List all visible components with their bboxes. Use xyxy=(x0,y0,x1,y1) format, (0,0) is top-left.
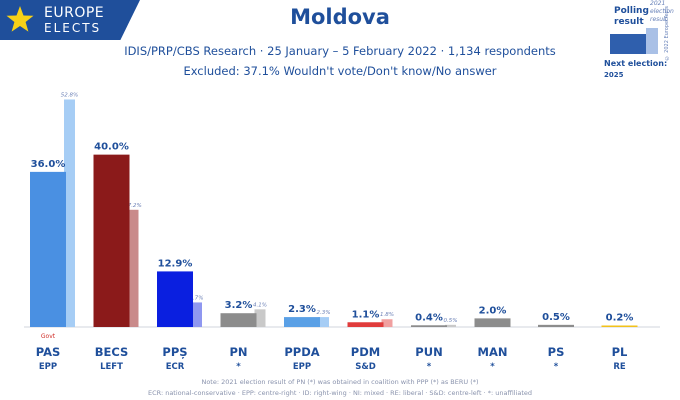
category-label-pl: PL xyxy=(612,345,628,359)
group-label-ppda: EPP xyxy=(293,362,311,372)
group-label-pp: ECR xyxy=(166,362,185,372)
bar-pl xyxy=(601,325,638,327)
bar-pas xyxy=(30,171,66,327)
bar-pdm xyxy=(347,322,384,327)
legend-next-election-year: 2025 xyxy=(604,71,624,79)
prev-label-pdm: 1.8% xyxy=(380,312,394,318)
group-label-becs: LEFT xyxy=(100,362,123,372)
legend-polling-label: Polling result xyxy=(614,6,649,27)
value-label-becs: 40.0% xyxy=(94,142,129,153)
prev-label-becs: 27.2% xyxy=(124,203,141,209)
chart-excluded-note: Excluded: 37.1% Wouldn't vote/Don't know… xyxy=(183,64,497,78)
value-label-man: 2.0% xyxy=(479,305,507,316)
category-label-pas: PAS xyxy=(36,345,61,359)
footnote-groups: ECR: national-conservative · EPP: centre… xyxy=(147,389,532,397)
bar-pun xyxy=(411,325,447,327)
bar-becs xyxy=(93,154,130,327)
value-label-pp: 12.9% xyxy=(158,258,193,269)
legend-polling-swatch xyxy=(610,34,646,54)
footnote-coalition: Note: 2021 election result of PN (*) was… xyxy=(201,378,479,386)
legend-previous-swatch xyxy=(646,28,658,54)
legend: Polling result 2021 election result © 20… xyxy=(598,0,680,90)
value-label-ppda: 2.3% xyxy=(288,304,316,315)
category-label-man: MAN xyxy=(478,345,508,359)
category-label-ppda: PPDA xyxy=(284,345,319,359)
group-label-pun: * xyxy=(427,362,432,372)
value-label-pdm: 1.1% xyxy=(352,309,380,320)
category-label-pn: PN xyxy=(229,345,247,359)
value-label-pas: 36.0% xyxy=(31,159,66,170)
prev-label-pp: 5.7% xyxy=(190,295,204,301)
value-label-ps: 0.5% xyxy=(542,312,570,323)
bar-pn xyxy=(220,313,257,327)
brand-line-1: EUROPE xyxy=(44,5,105,21)
prev-label-pn: 4.1% xyxy=(253,302,267,308)
brand-line-2: ELECTS xyxy=(44,21,102,35)
prev-label-pun: 0.5% xyxy=(444,318,458,324)
bar-ps xyxy=(538,324,574,327)
value-label-pl: 0.2% xyxy=(606,313,634,324)
bar-ppda xyxy=(284,317,320,327)
category-label-pun: PUN xyxy=(415,345,442,359)
category-label-pp: PPȘ xyxy=(162,345,187,359)
group-label-pn: * xyxy=(236,362,241,372)
prev-bar-ppda xyxy=(318,317,329,327)
legend-next-election-label: Next election: xyxy=(604,59,668,68)
annotation-pas: Govt xyxy=(41,333,56,340)
prev-bar-becs xyxy=(127,209,139,327)
group-label-pl: RE xyxy=(613,362,626,372)
prev-label-pas: 52.8% xyxy=(61,92,78,98)
chart-title: Moldova xyxy=(290,5,390,29)
category-label-becs: BECS xyxy=(95,345,129,359)
group-label-man: * xyxy=(490,362,495,372)
prev-bar-pn xyxy=(254,309,266,327)
bar-man xyxy=(474,318,511,327)
prev-bar-pun xyxy=(445,324,456,327)
eu-stars-icon xyxy=(6,6,34,32)
bar-pp xyxy=(157,271,193,327)
prev-bar-pas xyxy=(64,99,75,327)
group-label-pdm: S&D xyxy=(355,362,376,372)
prev-label-ppda: 2.3% xyxy=(317,310,331,316)
legend-previous-label: 2021 election result xyxy=(650,0,674,23)
group-label-pas: EPP xyxy=(39,362,57,372)
chart-subtitle: IDIS/PRP/CBS Research · 25 January – 5 F… xyxy=(124,44,556,58)
value-label-pun: 0.4% xyxy=(415,312,443,323)
brand-logo: EUROPE ELECTS xyxy=(0,0,140,40)
group-label-ps: * xyxy=(554,362,559,372)
category-label-ps: PS xyxy=(548,345,565,359)
category-label-pdm: PDM xyxy=(351,345,380,359)
value-label-pn: 3.2% xyxy=(225,300,253,311)
prev-bar-pdm xyxy=(381,319,393,327)
prev-bar-pp xyxy=(191,302,202,327)
